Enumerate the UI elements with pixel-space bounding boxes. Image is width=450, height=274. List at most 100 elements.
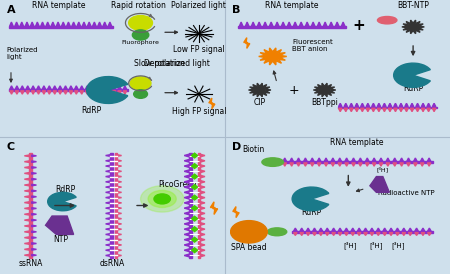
Polygon shape bbox=[407, 158, 410, 161]
Polygon shape bbox=[106, 155, 110, 156]
Polygon shape bbox=[414, 158, 417, 161]
Polygon shape bbox=[42, 86, 45, 89]
Polygon shape bbox=[24, 249, 29, 250]
Polygon shape bbox=[366, 103, 369, 107]
Polygon shape bbox=[405, 108, 408, 112]
Polygon shape bbox=[427, 103, 430, 107]
Polygon shape bbox=[200, 238, 205, 241]
Polygon shape bbox=[72, 22, 75, 26]
Polygon shape bbox=[58, 86, 62, 89]
Polygon shape bbox=[37, 86, 40, 89]
Polygon shape bbox=[200, 186, 205, 189]
Polygon shape bbox=[15, 91, 18, 94]
Polygon shape bbox=[345, 158, 348, 161]
Polygon shape bbox=[421, 233, 425, 235]
Circle shape bbox=[130, 77, 151, 90]
Polygon shape bbox=[200, 154, 205, 157]
Text: SPA bead: SPA bead bbox=[231, 243, 267, 252]
Text: [³H]: [³H] bbox=[344, 242, 357, 249]
Polygon shape bbox=[394, 108, 397, 112]
Polygon shape bbox=[200, 196, 205, 199]
Circle shape bbox=[140, 186, 184, 212]
Polygon shape bbox=[96, 86, 99, 89]
Polygon shape bbox=[317, 158, 321, 161]
Polygon shape bbox=[421, 103, 425, 107]
Polygon shape bbox=[24, 237, 29, 238]
Polygon shape bbox=[200, 191, 205, 194]
Polygon shape bbox=[427, 108, 430, 112]
Text: [³H]: [³H] bbox=[369, 242, 383, 249]
Polygon shape bbox=[106, 186, 110, 188]
Polygon shape bbox=[32, 243, 36, 244]
Polygon shape bbox=[82, 22, 86, 26]
Polygon shape bbox=[373, 158, 376, 161]
Polygon shape bbox=[428, 163, 431, 166]
Polygon shape bbox=[370, 233, 373, 235]
Polygon shape bbox=[383, 228, 387, 231]
Text: NTP: NTP bbox=[53, 235, 68, 244]
Polygon shape bbox=[32, 86, 35, 89]
Polygon shape bbox=[106, 255, 110, 256]
Polygon shape bbox=[310, 158, 314, 161]
Polygon shape bbox=[382, 108, 386, 112]
Polygon shape bbox=[377, 108, 381, 112]
Polygon shape bbox=[32, 213, 36, 215]
Polygon shape bbox=[184, 228, 189, 230]
Text: Rapid rotation: Rapid rotation bbox=[111, 1, 166, 10]
Polygon shape bbox=[117, 223, 122, 225]
Polygon shape bbox=[32, 155, 36, 157]
Polygon shape bbox=[10, 22, 13, 26]
Polygon shape bbox=[24, 225, 29, 227]
Polygon shape bbox=[200, 212, 205, 215]
Polygon shape bbox=[325, 228, 329, 231]
Polygon shape bbox=[344, 103, 347, 107]
Polygon shape bbox=[306, 228, 310, 231]
Polygon shape bbox=[300, 233, 303, 235]
Polygon shape bbox=[184, 244, 189, 246]
Polygon shape bbox=[200, 228, 205, 230]
Text: +: + bbox=[353, 18, 365, 33]
Circle shape bbox=[134, 90, 148, 98]
Polygon shape bbox=[300, 228, 303, 231]
Polygon shape bbox=[317, 22, 321, 26]
Polygon shape bbox=[388, 103, 392, 107]
Polygon shape bbox=[355, 103, 359, 107]
Polygon shape bbox=[106, 229, 110, 230]
Polygon shape bbox=[415, 233, 419, 235]
Polygon shape bbox=[24, 190, 29, 192]
Polygon shape bbox=[428, 158, 431, 161]
Polygon shape bbox=[338, 163, 342, 166]
Polygon shape bbox=[365, 158, 369, 161]
Polygon shape bbox=[304, 158, 307, 161]
Polygon shape bbox=[306, 233, 310, 235]
Polygon shape bbox=[245, 22, 249, 26]
Polygon shape bbox=[87, 22, 91, 26]
Polygon shape bbox=[24, 196, 29, 198]
Polygon shape bbox=[192, 174, 198, 179]
Polygon shape bbox=[31, 22, 34, 26]
Polygon shape bbox=[200, 170, 205, 173]
Polygon shape bbox=[329, 22, 333, 26]
Polygon shape bbox=[86, 86, 89, 89]
Polygon shape bbox=[106, 239, 110, 241]
Polygon shape bbox=[24, 213, 29, 215]
Polygon shape bbox=[36, 22, 39, 26]
Bar bbox=[292, 231, 432, 233]
Polygon shape bbox=[21, 86, 24, 89]
Bar bbox=[9, 89, 128, 91]
Polygon shape bbox=[416, 103, 419, 107]
Text: Polarized
light: Polarized light bbox=[7, 47, 38, 60]
Polygon shape bbox=[32, 161, 36, 162]
Polygon shape bbox=[313, 228, 316, 231]
Polygon shape bbox=[421, 228, 425, 231]
Polygon shape bbox=[288, 22, 291, 26]
Polygon shape bbox=[32, 254, 36, 256]
Polygon shape bbox=[184, 249, 189, 252]
Text: B: B bbox=[232, 5, 240, 15]
Polygon shape bbox=[15, 22, 18, 26]
Polygon shape bbox=[331, 158, 335, 161]
Polygon shape bbox=[290, 163, 293, 166]
Polygon shape bbox=[75, 91, 78, 94]
Polygon shape bbox=[383, 233, 387, 235]
Polygon shape bbox=[53, 91, 56, 94]
